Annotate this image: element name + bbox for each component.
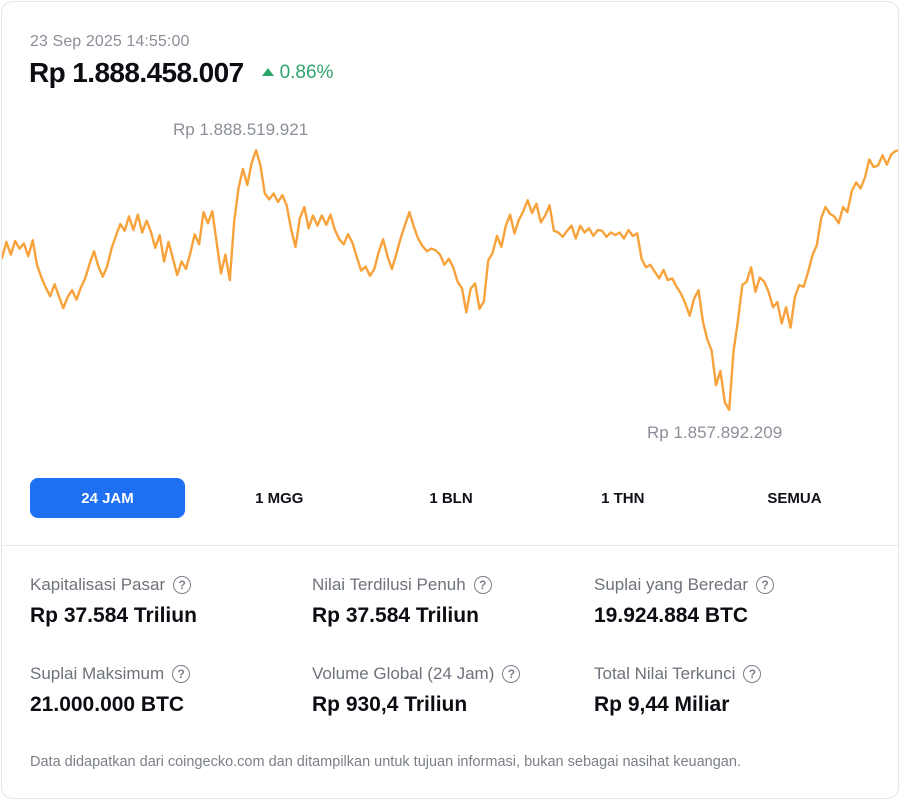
stat-label: Suplai yang Beredar: [594, 575, 749, 594]
stat-value: Rp 37.584 Triliun: [312, 604, 479, 627]
stat-circulating-supply: Suplai yang Beredar ? 19.924.884 BTC: [594, 575, 872, 628]
price-row: Rp 1.888.458.007 0.86%: [29, 57, 333, 89]
divider: [2, 545, 898, 546]
disclaimer: Data didapatkan dari coingecko.com dan d…: [30, 754, 741, 770]
stat-fully-diluted-value: Nilai Terdilusi Penuh ? Rp 37.584 Triliu…: [312, 575, 594, 628]
stat-label: Kapitalisasi Pasar: [30, 575, 166, 594]
stat-max-supply: Suplai Maksimum ? 21.000.000 BTC: [30, 664, 312, 717]
stat-global-volume: Volume Global (24 Jam) ? Rp 930,4 Triliu…: [312, 664, 594, 717]
tab-24-jam[interactable]: 24 JAM: [30, 478, 185, 518]
help-icon[interactable]: ?: [502, 665, 521, 683]
arrow-up-icon: [261, 68, 274, 76]
chart-high-label: Rp 1.888.519.921: [173, 120, 309, 139]
tab-1-mgg[interactable]: 1 MGG: [255, 489, 304, 507]
stat-label: Volume Global (24 Jam): [312, 664, 495, 683]
stat-value: Rp 9,44 Miliar: [594, 693, 730, 716]
stat-label: Total Nilai Terkunci: [594, 664, 736, 683]
tab-1-thn[interactable]: 1 THN: [601, 489, 645, 507]
stat-total-value-locked: Total Nilai Terkunci ? Rp 9,44 Miliar: [594, 664, 872, 717]
current-price: Rp 1.888.458.007: [29, 57, 244, 88]
price-chart[interactable]: [2, 102, 899, 452]
tab-1-bln[interactable]: 1 BLN: [429, 489, 473, 507]
stat-value: Rp 930,4 Triliun: [312, 693, 468, 716]
help-icon[interactable]: ?: [756, 576, 775, 594]
price-line: [2, 149, 898, 412]
stat-label: Suplai Maksimum: [30, 664, 165, 683]
chart-low-label: Rp 1.857.892.209: [647, 423, 783, 442]
stat-label: Nilai Terdilusi Penuh: [312, 575, 466, 594]
stat-value: 21.000.000 BTC: [30, 693, 185, 716]
tab-semua[interactable]: SEMUA: [767, 489, 822, 507]
help-icon[interactable]: ?: [173, 576, 192, 594]
help-icon[interactable]: ?: [172, 665, 191, 683]
price-change: 0.86%: [261, 62, 334, 84]
stat-market-cap: Kapitalisasi Pasar ? Rp 37.584 Triliun: [30, 575, 312, 628]
help-icon[interactable]: ?: [743, 665, 762, 683]
help-icon[interactable]: ?: [473, 576, 492, 594]
stat-value: 19.924.884 BTC: [594, 604, 749, 627]
range-tabs: 24 JAM 1 MGG 1 BLN 1 THN SEMUA: [30, 478, 872, 518]
price-change-value: 0.86%: [279, 62, 334, 83]
stat-value: Rp 37.584 Triliun: [30, 604, 197, 627]
price-timestamp: 23 Sep 2025 14:55:00: [30, 33, 190, 50]
stats-grid: Kapitalisasi Pasar ? Rp 37.584 Triliun N…: [30, 575, 872, 717]
